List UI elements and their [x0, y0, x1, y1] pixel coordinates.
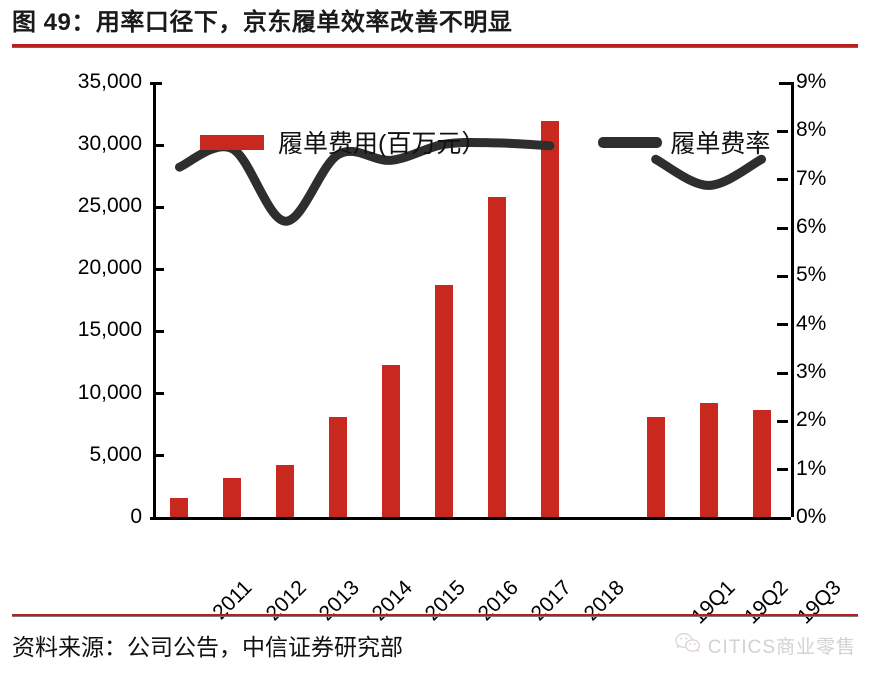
title-divider: [12, 44, 858, 47]
right-tick-label-0pct: 0%: [796, 505, 827, 528]
bar-19Q2: [699, 403, 718, 517]
title-divider-thin: [12, 47, 858, 48]
source-note: 资料来源：公司公告，中信证券研究部: [12, 634, 403, 660]
watermark: CITICS商业零售: [675, 632, 856, 659]
x-tick-label-2011: 2011: [208, 576, 257, 625]
chart-legend: 履单费用(百万元） 履单费率: [200, 124, 770, 160]
right-tick-label-7pct: 7%: [796, 167, 827, 190]
left-tick-label-35000: 35,000: [77, 70, 142, 93]
x-tick-label-19Q1: 19Q1: [686, 576, 740, 629]
right-tick-label-8pct: 8%: [796, 118, 827, 141]
legend-label-bar: 履单费用(百万元）: [278, 130, 487, 158]
bar-2014: [329, 416, 348, 517]
bar-series: [153, 82, 788, 517]
left-tick-label-10000: 10,000: [77, 381, 142, 404]
plot-frame: [153, 82, 794, 517]
x-tick-label-2016: 2016: [473, 576, 524, 626]
legend-label-line: 履单费率: [670, 130, 771, 158]
left-tick-label-30000: 30,000: [77, 132, 142, 155]
bar-19Q1: [646, 416, 665, 517]
right-tick-label-6pct: 6%: [796, 215, 827, 238]
legend-swatch-line-icon: [598, 136, 663, 148]
line-series: [153, 82, 788, 517]
rate-line-segment-1: [651, 154, 766, 190]
x-tick-label-2014: 2014: [367, 576, 418, 626]
bar-2013: [276, 465, 295, 517]
right-tick-label-3pct: 3%: [796, 360, 827, 383]
footer-divider-thin: [12, 616, 858, 617]
axis-cap-top-right: [779, 82, 791, 85]
x-tick-label-2015: 2015: [420, 576, 471, 626]
footer-divider: [12, 614, 858, 616]
bar-2011: [170, 497, 189, 517]
bar-2016: [435, 285, 454, 517]
bar-19Q3: [752, 409, 771, 517]
x-tick-label-19Q2: 19Q2: [739, 576, 793, 629]
wechat-icon: [675, 632, 701, 659]
rate-line-segment-0: [175, 137, 555, 226]
right-tick-label-9pct: 9%: [796, 70, 827, 93]
right-tick-label-5pct: 5%: [796, 263, 827, 286]
x-tick-label-2017: 2017: [526, 576, 576, 626]
right-tick-label-1pct: 1%: [796, 457, 827, 480]
left-tick-label-25000: 25,000: [77, 194, 142, 217]
left-tick-label-15000: 15,000: [77, 318, 142, 341]
left-tick-label-0: 0: [130, 505, 142, 528]
right-tick-label-2pct: 2%: [796, 408, 827, 431]
chart-container: 35,000 30,000 25,000 20,000 15,000 10,00…: [0, 52, 870, 629]
page-title: 图 49：用率口径下，京东履单效率改善不明显: [12, 9, 513, 36]
axis-cap-top-left: [150, 82, 162, 85]
page-title-block: 图 49：用率口径下，京东履单效率改善不明显: [12, 8, 858, 48]
legend-item-line: 履单费率: [598, 124, 770, 160]
bar-2017: [487, 196, 506, 517]
x-tick-label-19Q3: 19Q3: [792, 576, 846, 629]
legend-item-bar: 履单费用(百万元）: [200, 124, 486, 160]
x-tick-label-2012: 2012: [262, 576, 312, 626]
bar-2015: [382, 365, 401, 517]
bar-2018: [540, 120, 559, 517]
rate-line-svg: [175, 137, 766, 226]
watermark-text: CITICS商业零售: [707, 637, 856, 658]
bar-2012: [223, 478, 242, 517]
right-tick-label-4pct: 4%: [796, 312, 827, 335]
left-tick-label-5000: 5,000: [89, 443, 142, 466]
x-tick-label-2018: 2018: [579, 576, 629, 626]
legend-swatch-bar-icon: [200, 134, 264, 150]
left-tick-label-20000: 20,000: [77, 256, 142, 279]
x-axis-line: [150, 517, 791, 520]
x-tick-label-2013: 2013: [314, 576, 365, 626]
